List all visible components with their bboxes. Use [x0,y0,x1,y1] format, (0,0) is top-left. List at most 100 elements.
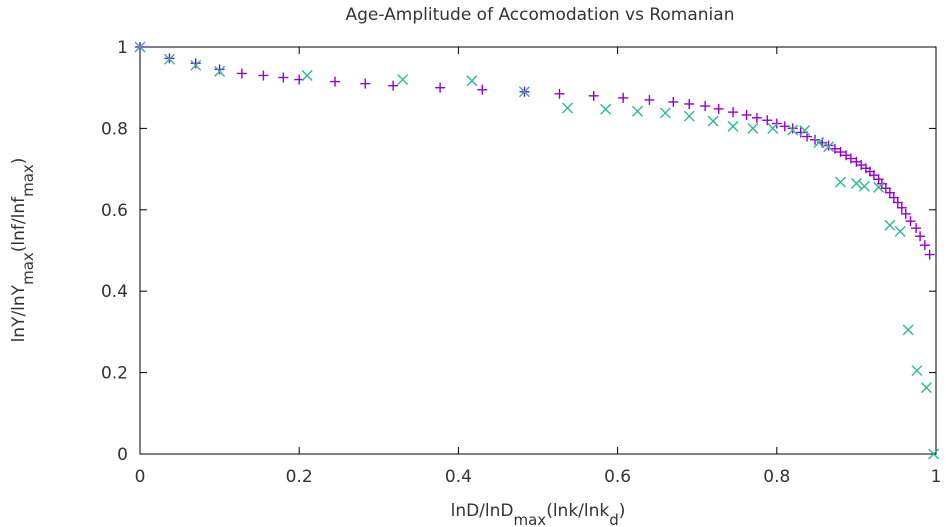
chart-title: Age-Amplitude of Accomodation vs Romania… [346,5,735,25]
plus-data-point [330,76,341,87]
y-tick-label: 1 [117,38,128,58]
plus-data-point [278,72,289,83]
cross-data-point [928,448,940,460]
x-tick-labels: 0 0.2 0.4 0.6 0.8 1 [135,467,942,487]
cross-data-point [727,120,739,132]
y-tick-label: 0 [117,445,128,465]
plus-data-point [896,202,907,213]
x-tick-label: 0.2 [286,467,313,487]
plus-data-point [915,231,926,242]
cross-data-point [518,86,530,98]
y-tick-labels: 0 0.2 0.4 0.6 0.8 1 [101,38,128,465]
axis-label-text: lnY/lnY [9,284,29,342]
plus-data-point [618,92,629,103]
cross-data-point [747,122,759,134]
plus-data-point [388,80,399,91]
cross-data-point [834,176,846,188]
cross-data-point [632,105,643,117]
x-tick-label: 0 [135,467,146,487]
plus-data-point [644,94,655,105]
plus-data-point [762,115,773,126]
plus-data-point [668,96,679,107]
plus-data-point [845,153,856,164]
plus-data-point [258,70,269,81]
plus-data-point [554,88,565,99]
y-tick-label: 0.2 [101,364,128,384]
cross-data-point [787,124,799,136]
cross-data-point [163,53,175,65]
plus-data-point [190,58,201,69]
y-tick-label: 0.8 [101,119,128,139]
x-axis-label: lnD/lnDmax(lnk/lnkd) [451,501,626,527]
y-tick-label: 0.4 [101,282,128,302]
cross-data-point [561,102,573,114]
cross-data-point [884,219,896,231]
cross-data-point [600,103,612,115]
cross-data-point [683,110,695,122]
x-tick-label: 1 [931,467,942,487]
cross-data-point [920,382,932,394]
axis-label-text: ) [619,501,626,521]
axis-ticks [139,46,937,455]
axis-label-text: ) [9,158,29,165]
plus-data-point [795,127,806,138]
plot-frame [139,46,937,455]
y-tick-label: 0.6 [101,201,128,221]
axis-label-subscript: d [609,511,619,527]
cross-data-point [659,107,671,119]
axis-label-text: lnD/lnD [451,501,514,521]
cross-data-point [858,180,870,192]
axis-label-subscript: max [19,252,37,285]
cross-data-point [894,225,906,237]
plus-data-point [751,112,762,123]
plus-data-point [905,216,916,227]
cross-data-point [911,365,923,377]
plus-data-point [741,109,752,120]
plus-data-point [911,223,922,234]
plus-data-point [900,208,911,219]
cross-data-point [397,74,409,86]
axis-label-text: (lnf/lnf [9,196,29,252]
plus-data-point [924,249,935,260]
y-axis-label: lnY/lnYmax(lnf/lnfmax) [9,158,37,343]
plus-data-point [214,64,225,75]
cross-data-point [214,65,226,77]
data-points [134,41,940,460]
cross-data-point [134,41,146,53]
cross-data-point [813,137,825,149]
plus-data-point [810,134,821,145]
cross-data-point [707,115,719,127]
cross-data-point [823,141,835,153]
cross-data-point [301,69,313,81]
plus-data-point [588,90,599,101]
plus-data-point [835,147,846,158]
plus-data-point [477,84,488,95]
cross-data-point [767,122,779,134]
cross-data-point [190,59,202,71]
axis-label-subscript: max [19,164,37,197]
axis-label-subscript: max [514,511,547,527]
x-tick-label: 0.6 [604,467,631,487]
x-tick-label: 0.4 [445,467,472,487]
cross-data-point [902,324,914,336]
cross-data-point [850,177,862,189]
plus-data-point [868,170,879,181]
plus-data-point [919,240,930,251]
cross-data-point [873,181,885,193]
x-tick-label: 0.8 [763,467,790,487]
plus-data-point [713,103,724,114]
cross-data-point [799,124,811,136]
plus-data-point [728,107,739,118]
plus-data-point [684,98,695,109]
plus-data-point [236,68,247,79]
plus-data-point [787,123,798,134]
plus-data-point [360,78,371,89]
cross-data-point [466,75,478,87]
axis-label-text: (lnk/lnk [546,501,609,521]
plus-data-point [892,197,903,208]
plus-data-point [700,101,711,112]
plus-data-point [823,140,834,151]
plus-data-point [435,82,446,93]
plus-data-point [829,143,840,154]
